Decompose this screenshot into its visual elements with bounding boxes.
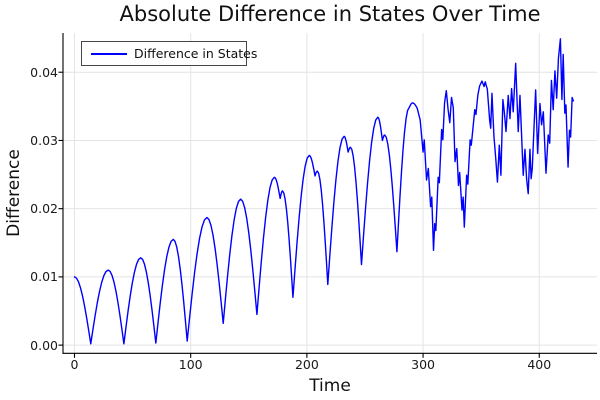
x-tick-label: 0 <box>70 357 79 372</box>
legend-entry-label: Difference in States <box>134 46 258 61</box>
difference-series-line <box>73 38 574 345</box>
y-tick-label: 0.03 <box>30 132 58 148</box>
chart-title: Absolute Difference in States Over Time <box>119 2 541 26</box>
y-tick-label: 0.02 <box>30 201 58 217</box>
y-tick-label: 0.01 <box>30 269 58 285</box>
x-tick-label: 400 <box>527 357 552 372</box>
x-tick-label: 100 <box>178 357 203 372</box>
x-axis-label: Time <box>309 376 351 396</box>
y-axis-label: Difference <box>4 149 24 237</box>
legend-line-sample <box>91 52 127 55</box>
x-tick-label: 300 <box>411 357 435 372</box>
y-tick-label: 0.00 <box>30 337 58 353</box>
legend-box: Difference in States <box>81 41 257 66</box>
x-tick-label: 200 <box>294 357 319 372</box>
y-tick-label: 0.04 <box>30 64 58 80</box>
